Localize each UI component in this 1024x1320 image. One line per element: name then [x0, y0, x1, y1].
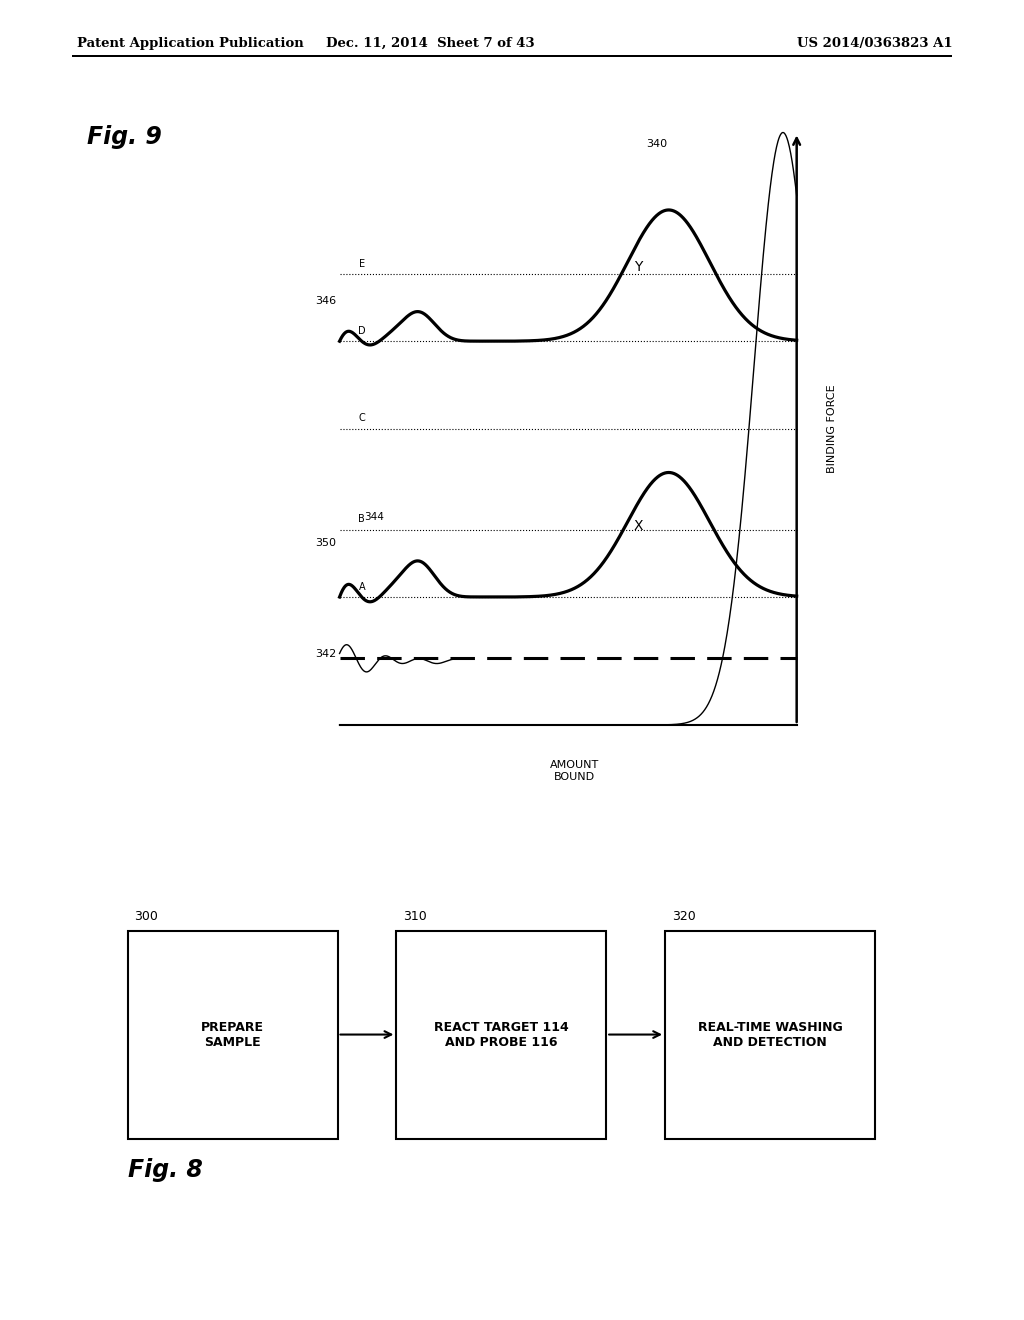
Text: E: E: [358, 259, 365, 268]
Text: X: X: [633, 519, 643, 533]
Text: 342: 342: [315, 649, 336, 659]
Text: D: D: [358, 326, 366, 335]
Text: REACT TARGET 114
AND PROBE 116: REACT TARGET 114 AND PROBE 116: [434, 1020, 568, 1048]
Text: Fig. 9: Fig. 9: [87, 125, 162, 149]
Bar: [396, 931, 606, 1138]
Bar: [128, 931, 338, 1138]
Text: 320: 320: [672, 911, 695, 923]
Text: US 2014/0363823 A1: US 2014/0363823 A1: [797, 37, 952, 50]
Text: Y: Y: [634, 260, 642, 275]
Text: B: B: [358, 515, 366, 524]
Text: 340: 340: [646, 140, 668, 149]
Text: REAL-TIME WASHING
AND DETECTION: REAL-TIME WASHING AND DETECTION: [697, 1020, 843, 1048]
Bar: [665, 931, 874, 1138]
Text: BINDING FORCE: BINDING FORCE: [826, 384, 837, 473]
Text: 344: 344: [365, 512, 384, 521]
Text: C: C: [358, 413, 366, 424]
Text: PREPARE
SAMPLE: PREPARE SAMPLE: [201, 1020, 264, 1048]
Text: Patent Application Publication: Patent Application Publication: [77, 37, 303, 50]
Text: 300: 300: [134, 911, 158, 923]
Text: Fig. 8: Fig. 8: [128, 1159, 203, 1183]
Text: A: A: [358, 582, 366, 591]
Text: 350: 350: [315, 539, 336, 548]
Text: Dec. 11, 2014  Sheet 7 of 43: Dec. 11, 2014 Sheet 7 of 43: [326, 37, 535, 50]
Text: AMOUNT
BOUND: AMOUNT BOUND: [550, 760, 599, 781]
Text: 310: 310: [403, 911, 427, 923]
Text: 346: 346: [315, 296, 336, 306]
